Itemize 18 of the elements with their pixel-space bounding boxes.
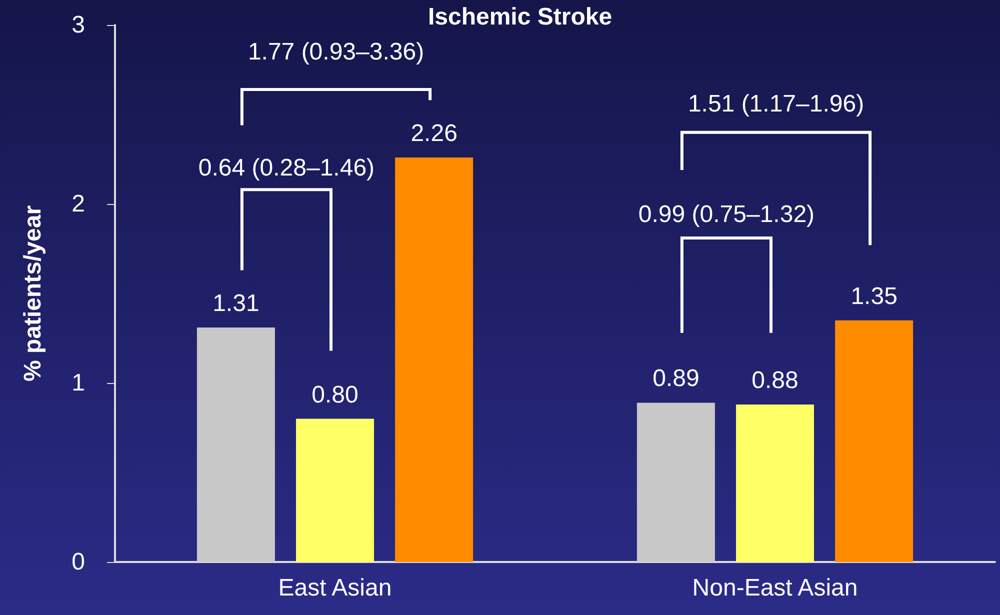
- annotation: 1.51 (1.17–1.96): [688, 90, 864, 118]
- annotation: 0.99 (0.75–1.32): [638, 201, 815, 228]
- data-label: 0.88: [752, 366, 798, 394]
- annotation: 0.64 (0.28–1.46): [198, 154, 375, 182]
- annotation: 1.77 (0.93–3.36): [248, 38, 424, 66]
- y-tick-label: 0: [72, 548, 85, 576]
- x-tick-label: Non-East Asian: [692, 574, 858, 602]
- data-label: 0.80: [312, 381, 358, 408]
- y-tick-label: 2: [72, 190, 85, 218]
- y-axis-title: % patients/year: [20, 205, 46, 382]
- chart-title: Ischemic Stroke: [428, 4, 612, 30]
- data-label: 0.89: [652, 365, 700, 392]
- data-label: 1.31: [212, 290, 260, 318]
- y-tick-label: 1: [72, 370, 85, 396]
- data-label: 1.35: [850, 282, 898, 310]
- x-tick-label: East Asian: [278, 574, 392, 602]
- data-label: 2.26: [410, 120, 458, 147]
- y-tick-label: 3: [72, 12, 85, 38]
